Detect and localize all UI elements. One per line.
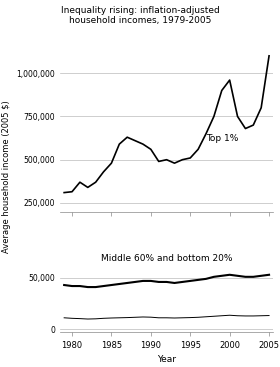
Text: Year: Year [157,355,176,364]
Text: Top 1%: Top 1% [206,134,238,143]
Text: Inequality rising: inflation-adjusted
household incomes, 1979-2005: Inequality rising: inflation-adjusted ho… [61,6,219,25]
Text: Average household income (2005 $): Average household income (2005 $) [2,100,11,252]
Title: Middle 60% and bottom 20%: Middle 60% and bottom 20% [101,254,232,264]
